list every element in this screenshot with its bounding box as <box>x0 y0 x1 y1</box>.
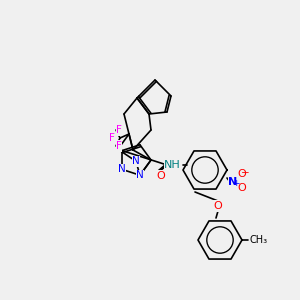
Text: NH: NH <box>164 160 181 170</box>
Text: F: F <box>116 141 122 151</box>
Text: N: N <box>136 170 144 180</box>
Text: N: N <box>132 156 140 166</box>
Text: O: O <box>157 171 165 181</box>
Text: F: F <box>109 133 115 143</box>
Text: F: F <box>116 125 122 135</box>
Text: −: − <box>241 168 249 178</box>
Text: O: O <box>238 169 246 179</box>
Text: N: N <box>118 164 126 174</box>
Text: O: O <box>238 183 246 193</box>
Text: CH₃: CH₃ <box>250 235 268 245</box>
Text: N: N <box>228 177 238 187</box>
Text: +: + <box>232 178 240 188</box>
Text: O: O <box>214 201 222 211</box>
